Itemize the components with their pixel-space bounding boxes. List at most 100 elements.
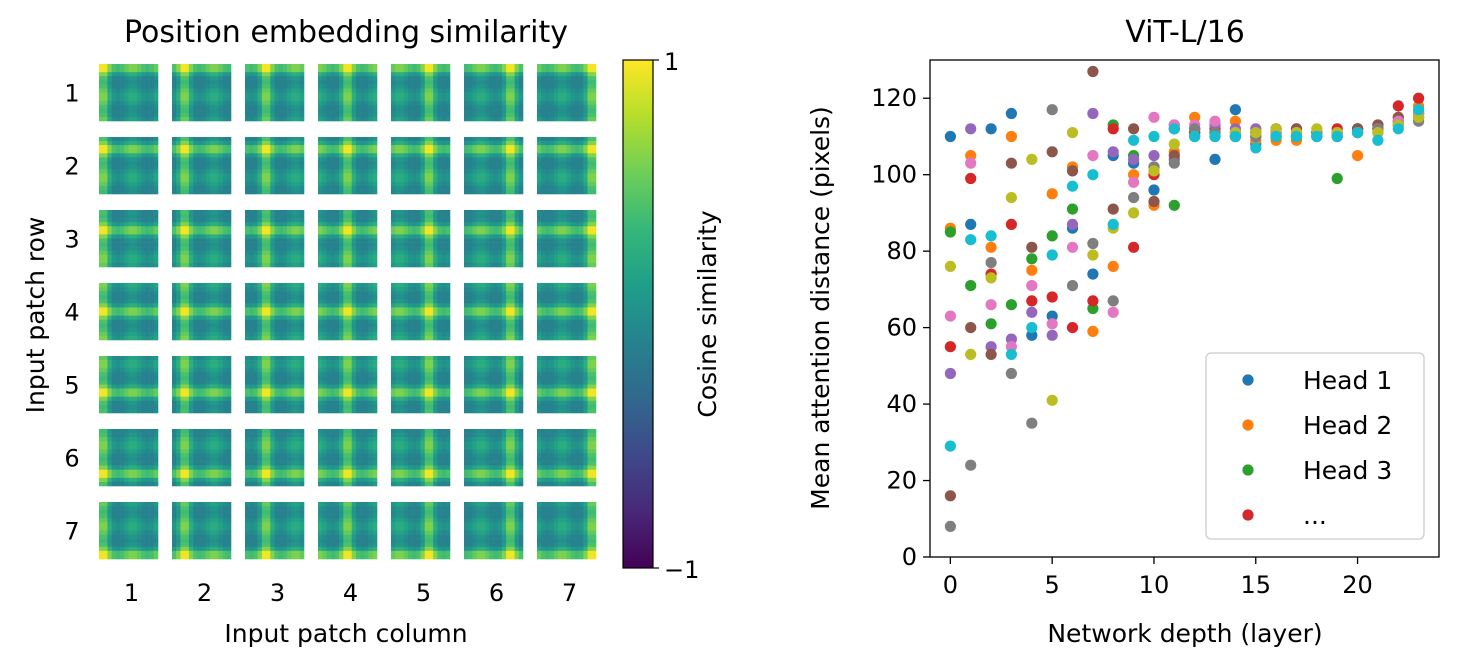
heatmap-cell: [433, 88, 438, 93]
heatmap-cell: [566, 226, 572, 231]
heatmap-cell: [537, 242, 542, 247]
heatmap-cell: [343, 335, 348, 341]
heatmap-cell: [480, 141, 486, 146]
heatmap-cell: [107, 189, 112, 195]
heatmap-cell: [541, 169, 546, 174]
heatmap-cell: [428, 169, 434, 174]
heatmap-cell: [416, 230, 421, 235]
heatmap-cell: [253, 262, 258, 268]
heatmap-cell: [395, 295, 400, 300]
heatmap-cell: [261, 283, 267, 288]
heatmap-cell: [355, 80, 361, 85]
heatmap-cell: [403, 157, 409, 162]
heatmap-cell: [201, 234, 207, 239]
heatmap-cell: [107, 64, 112, 69]
heatmap-cell: [245, 68, 250, 73]
heatmap-cell: [184, 76, 190, 81]
heatmap-cell: [339, 165, 344, 170]
heatmap-cell: [591, 242, 597, 247]
heatmap-cell: [282, 258, 288, 264]
heatmap-cell: [299, 210, 305, 215]
heatmap-cell: [249, 327, 254, 333]
heatmap-cell: [245, 315, 250, 320]
heatmap-cell: [574, 84, 580, 89]
heatmap-cell: [141, 173, 146, 179]
heatmap-cell: [480, 100, 486, 106]
heatmap-cell: [330, 315, 336, 320]
heatmap-cell: [553, 238, 559, 243]
heatmap-cell: [553, 149, 559, 154]
heatmap-cell: [322, 234, 327, 239]
heatmap-cell: [326, 137, 331, 142]
heatmap-cell: [99, 165, 104, 170]
heatmap-cell: [489, 169, 494, 174]
heatmap-cell: [128, 307, 134, 312]
heatmap-cell: [172, 177, 177, 183]
heatmap-cell: [282, 64, 288, 69]
heatmap-cell: [347, 214, 353, 219]
heatmap-cell: [351, 218, 357, 223]
heatmap-cell: [485, 173, 490, 179]
heatmap-cell: [188, 210, 194, 215]
heatmap-cell: [351, 331, 357, 337]
heatmap-cell: [506, 104, 511, 110]
heatmap-cell: [132, 189, 138, 195]
heatmap-cell: [518, 112, 524, 118]
heatmap-cell: [343, 250, 348, 256]
heatmap-cell: [395, 145, 400, 150]
heatmap-cell: [222, 92, 228, 97]
heatmap-cell: [124, 218, 129, 223]
heatmap-cell: [441, 104, 447, 110]
heatmap-cell: [558, 242, 563, 247]
heatmap-cell: [253, 222, 258, 227]
heatmap-cell: [218, 161, 223, 166]
heatmap-cell: [222, 335, 228, 341]
heatmap-cell: [420, 88, 426, 93]
heatmap-cell: [583, 230, 588, 235]
heatmap-cell: [416, 218, 421, 223]
heatmap-cell: [562, 96, 567, 101]
heatmap-cell: [549, 76, 555, 81]
heatmap-cell: [205, 137, 211, 142]
heatmap-cell: [270, 323, 275, 329]
heatmap-cell: [107, 177, 112, 183]
heatmap-cell: [172, 226, 177, 231]
heatmap-cell: [355, 84, 361, 89]
heatmap-cell: [570, 242, 576, 247]
heatmap-cell: [416, 258, 421, 264]
heatmap-cell: [360, 88, 365, 93]
heatmap-cell: [399, 214, 404, 219]
heatmap-cell: [420, 141, 426, 146]
heatmap-cell: [368, 104, 374, 110]
heatmap-cell: [278, 153, 284, 158]
heatmap-cell: [172, 137, 177, 142]
heatmap-cell: [197, 214, 202, 219]
heatmap-cell: [334, 96, 340, 101]
heatmap-cell: [549, 185, 555, 191]
heatmap-cell: [541, 210, 546, 215]
heatmap-cell: [587, 145, 593, 150]
heatmap-cell: [287, 311, 292, 316]
heatmap-cell: [184, 64, 190, 69]
heatmap-cell: [128, 72, 134, 77]
heatmap-cell: [149, 319, 155, 325]
heatmap-cell: [180, 153, 185, 158]
heatmap-cell: [266, 68, 271, 73]
heatmap-cell: [322, 303, 327, 308]
heatmap-cell: [153, 88, 159, 93]
heatmap-cell: [433, 153, 438, 158]
heatmap-cell: [299, 234, 305, 239]
heatmap-cell: [579, 234, 584, 239]
heatmap-cell: [339, 238, 344, 243]
heatmap-cell: [149, 72, 155, 77]
heatmap-cell: [424, 230, 430, 235]
heatmap-cell: [355, 88, 361, 93]
heatmap-cell: [120, 258, 125, 264]
heatmap-cell: [437, 173, 442, 179]
heatmap-cell: [299, 295, 305, 300]
heatmap-cell: [489, 189, 494, 195]
heatmap-cell: [368, 299, 374, 304]
heatmap-cell: [574, 181, 580, 187]
heatmap-cell: [437, 234, 442, 239]
heatmap-cell: [343, 84, 348, 89]
